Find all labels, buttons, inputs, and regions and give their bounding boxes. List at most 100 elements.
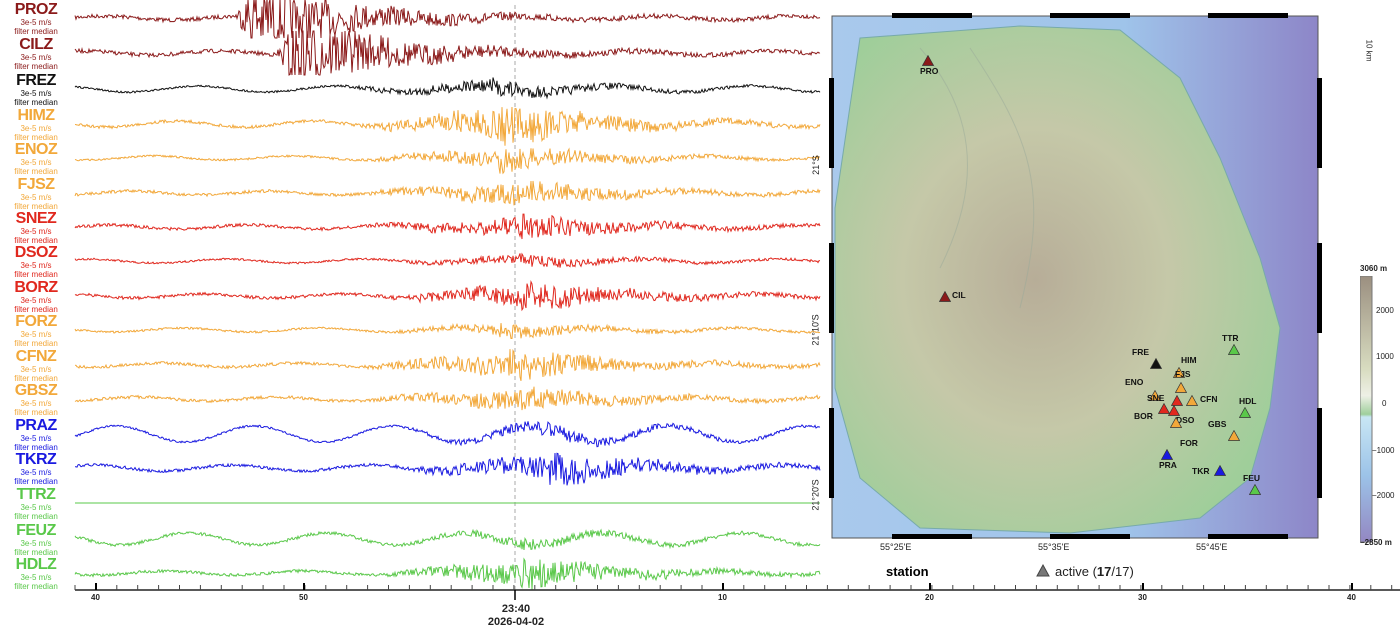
trace-filter: filter median	[14, 512, 58, 521]
trace-name: TKRZ	[15, 451, 57, 468]
lon-label: 55°25'E	[880, 542, 912, 552]
station-marker-cfn[interactable]	[1186, 395, 1198, 406]
station-marker-for[interactable]	[1170, 417, 1182, 428]
trace-label: TKRZ 3e-5 m/s filter median	[0, 451, 72, 487]
trace-name: CILZ	[19, 36, 53, 53]
trace-name: DSOZ	[14, 244, 58, 261]
station-marker-eno[interactable]	[1149, 390, 1161, 401]
lon-label: 55°45'E	[1196, 542, 1228, 552]
trace-label: SNEZ 3e-5 m/s filter median	[0, 210, 72, 246]
elevation-colorbar	[1360, 276, 1373, 543]
trace-name: FJSZ	[17, 176, 55, 193]
trace-name: FREZ	[16, 72, 56, 89]
trace-filter: filter median	[14, 582, 58, 591]
legend-text: )	[1129, 564, 1134, 579]
trace-scale: 3e-5 m/s	[20, 227, 52, 236]
trace-name: BORZ	[14, 279, 58, 296]
trace-filter: filter median	[14, 305, 58, 314]
axis-tick-label: 30	[1138, 593, 1147, 602]
legend-text: /	[1111, 564, 1115, 579]
trace-snez	[74, 213, 821, 240]
trace-cfnz	[74, 348, 821, 382]
scale-bar-label: 10 km	[1364, 39, 1374, 62]
trace-label: PRAZ 3e-5 m/s filter median	[0, 417, 72, 453]
trace-scale: 3e-5 m/s	[20, 89, 52, 98]
trace-gbsz	[74, 386, 821, 411]
trace-scale: 3e-5 m/s	[20, 53, 52, 62]
station-label: HDL	[1239, 396, 1257, 406]
trace-filter: filter median	[14, 133, 58, 142]
station-label: CIL	[952, 290, 966, 300]
trace-scale: 3e-5 m/s	[20, 193, 52, 202]
trace-label: FORZ 3e-5 m/s filter median	[0, 314, 72, 349]
station-marker-fre[interactable]	[1150, 358, 1162, 369]
trace-filter: filter median	[14, 202, 58, 211]
trace-name: ENOZ	[14, 141, 58, 158]
trace-praz	[74, 421, 821, 448]
station-label: FRE	[1132, 347, 1149, 357]
station-label: ENO	[1125, 377, 1144, 387]
trace-borz	[74, 279, 821, 312]
trace-filter: filter median	[14, 443, 58, 452]
trace-scale: 3e-5 m/s	[20, 18, 52, 27]
total-count: 17	[1115, 564, 1130, 579]
colorbar-max: 3060 m	[1360, 264, 1388, 273]
colorbar-tick: 2000	[1376, 306, 1394, 315]
station-marker-pra[interactable]	[1161, 449, 1173, 460]
station-label: SNE	[1147, 393, 1165, 403]
trace-scale: 3e-5 m/s	[20, 503, 52, 512]
station-marker-sne[interactable]	[1171, 395, 1183, 406]
island-shape	[834, 25, 1281, 534]
trace-label: PROZ 3e-5 m/s filter median	[0, 2, 72, 37]
station-label: TTR	[1222, 333, 1239, 343]
trace-label: GBSZ 3e-5 m/s filter median	[0, 383, 72, 418]
axis-tick-label: 20	[925, 593, 934, 602]
station-label: FJS	[1175, 369, 1191, 379]
trace-himz	[74, 106, 821, 146]
trace-name: FEUZ	[16, 522, 56, 539]
trace-filter: filter median	[14, 27, 58, 36]
axis-tick-label: 40	[91, 593, 100, 602]
trace-scale: 3e-5 m/s	[20, 158, 52, 167]
trace-label: FEUZ 3e-5 m/s filter median	[0, 522, 72, 558]
trace-name: HDLZ	[15, 556, 57, 573]
station-marker-him[interactable]	[1173, 367, 1185, 378]
station-marker-fjs[interactable]	[1175, 382, 1187, 393]
trace-scale: 3e-5 m/s	[20, 399, 52, 408]
station-label: TKR	[1192, 466, 1210, 476]
legend-active-count: active (17/17)	[1055, 564, 1134, 579]
station-label: PRO	[920, 66, 939, 76]
colorbar-tick: 0	[1382, 399, 1387, 408]
station-marker-gbs[interactable]	[1228, 430, 1240, 441]
station-marker-pro[interactable]	[922, 55, 934, 66]
trace-name: CFNZ	[15, 348, 57, 365]
trace-forz	[74, 322, 821, 339]
station-marker-feu[interactable]	[1249, 484, 1261, 495]
station-marker-tkr[interactable]	[1214, 465, 1226, 476]
trace-cilz	[74, 30, 821, 76]
station-map[interactable]	[820, 8, 1373, 546]
trace-filter: filter median	[14, 98, 58, 107]
station-marker-ttr[interactable]	[1228, 344, 1240, 355]
trace-scale: 3e-5 m/s	[20, 468, 52, 477]
trace-label: CFNZ 3e-5 m/s filter median	[0, 348, 72, 384]
trace-frez	[74, 77, 821, 100]
trace-name: PRAZ	[15, 417, 57, 434]
station-marker-hdl[interactable]	[1239, 407, 1251, 418]
station-marker-bor[interactable]	[1158, 403, 1170, 414]
trace-label: DSOZ 3e-5 m/s filter median	[0, 244, 72, 280]
colorbar-tick: −2000	[1372, 491, 1395, 500]
station-label: PRA	[1159, 460, 1177, 470]
trace-name: SNEZ	[15, 210, 57, 227]
station-marker-dso[interactable]	[1168, 405, 1180, 416]
station-label: GBS	[1208, 419, 1227, 429]
trace-scale: 3e-5 m/s	[20, 539, 52, 548]
trace-filter: filter median	[14, 62, 58, 71]
lat-label: 21°10'S	[810, 314, 821, 346]
trace-scale: 3e-5 m/s	[20, 434, 52, 443]
station-marker-cil[interactable]	[939, 291, 951, 302]
trace-scale: 3e-5 m/s	[20, 365, 52, 374]
center-time: 23:40	[501, 603, 531, 615]
trace-feuz	[74, 528, 821, 551]
